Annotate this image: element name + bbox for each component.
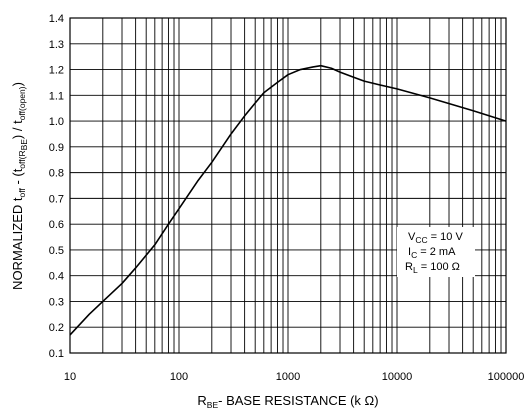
y-tick-labels: 0.1 0.2 0.3 0.4 0.5 0.6 0.7 0.8 0.9 1.0 1.1 1.2 1.3 1…: [49, 13, 64, 360]
plot-frame: [69, 17, 507, 354]
y-tick-label: 1.3: [49, 39, 64, 51]
x-tick-label: 10000: [382, 371, 413, 383]
x-tick-labels: 10 100 1000 10000 100000: [64, 371, 524, 383]
y-tick-label: 1.1: [49, 90, 64, 102]
y-tick-label: 0.8: [49, 168, 64, 180]
annotation-box: VCC = 10 V IC = 2 mA RL = 100 Ω: [397, 227, 475, 277]
annotation-line-ic: IC = 2 mA: [408, 246, 456, 260]
x-tick-label: 10: [64, 371, 76, 383]
y-axis-label: NORMALIZED toff - (toff(RBE) / toff(open…: [10, 82, 29, 290]
y-tick-label: 1.4: [49, 13, 64, 25]
y-tick-label: 1.0: [49, 116, 64, 128]
y-tick-label: 0.6: [49, 219, 64, 231]
x-axis-label: RBE- BASE RESISTANCE (k Ω): [197, 393, 378, 410]
x-tick-label: 100000: [488, 371, 525, 383]
y-tick-label: 0.4: [49, 271, 64, 283]
grid: [70, 18, 506, 353]
series-line: [69, 64, 507, 336]
x-tick-label: 1000: [276, 371, 300, 383]
annotation-line-vcc: VCC = 10 V: [408, 231, 463, 245]
y-tick-label: 0.1: [49, 348, 64, 360]
y-tick-label: 0.3: [49, 296, 64, 308]
y-tick-label: 0.7: [49, 193, 64, 205]
annotation-line-rl: RL = 100 Ω: [405, 261, 460, 275]
y-tick-label: 0.2: [49, 322, 64, 334]
x-tick-label: 100: [170, 371, 188, 383]
y-tick-label: 0.5: [49, 245, 64, 257]
y-tick-label: 0.9: [49, 142, 64, 154]
y-tick-label: 1.2: [49, 65, 64, 77]
annotation-background: [397, 227, 475, 277]
